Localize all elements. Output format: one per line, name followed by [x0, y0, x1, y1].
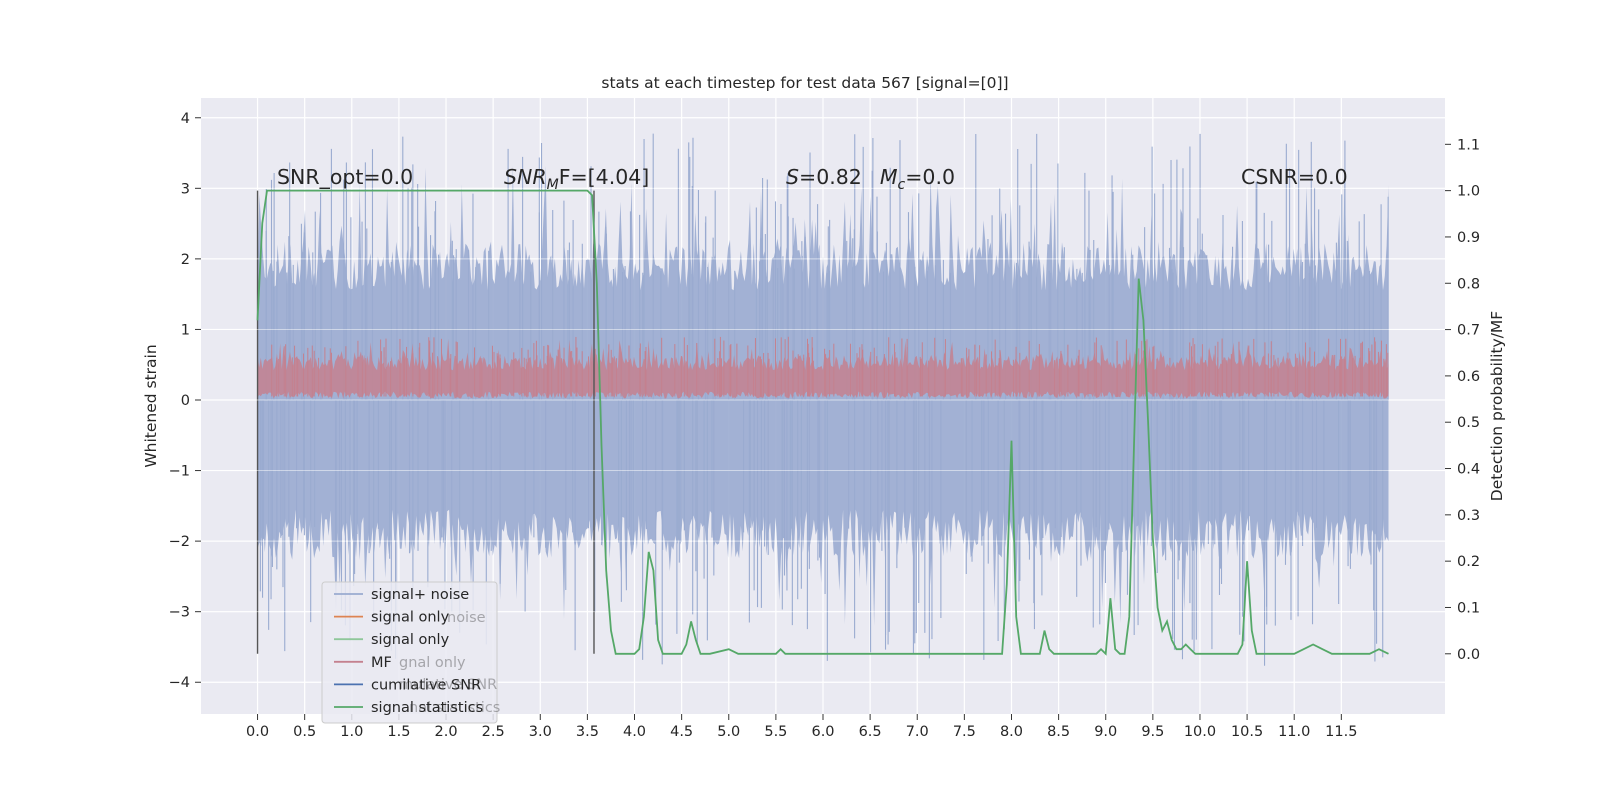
- annotation-s-mc: S=0.82 Mc=0.0: [786, 165, 955, 193]
- legend-label: MF: [371, 655, 392, 671]
- x-tick-label: 0.5: [293, 724, 316, 740]
- mf-spikes: [271, 336, 1389, 397]
- y-tick-label: −4: [169, 675, 190, 691]
- legend: noise gnal only mulative SNR nal statistics…: [321, 581, 500, 724]
- legend-label: signal only: [371, 610, 450, 626]
- x-tick-label: 11.0: [1278, 724, 1310, 740]
- y2-axis-label: Detection probability/MF: [1488, 311, 1506, 502]
- x-tick-label: 5.0: [717, 724, 740, 740]
- annotation-csnr: CSNR=0.0: [1241, 165, 1348, 189]
- y2-tick-label: 0.1: [1457, 600, 1480, 616]
- x-tick-label: 4.5: [670, 724, 693, 740]
- y2-tick-label: 1.0: [1457, 184, 1480, 200]
- x-tick-label: 8.0: [1000, 724, 1023, 740]
- mf-band: [257, 338, 1389, 399]
- x-axis: 0.0 0.5 1.0 1.5 2.0 2.5 3.0 3.5 4.0 4.5 5.0 5.5 6.0 6…: [246, 714, 1357, 740]
- legend-label: signal only: [371, 632, 450, 648]
- annotation-snr-mf: SNRMF=[4.04]: [504, 165, 649, 193]
- x-tick-label: 0.0: [246, 724, 269, 740]
- signal-statistics-line: [256, 189, 1389, 656]
- mc-value: =0.0: [905, 165, 955, 189]
- x-tick-label: 5.5: [764, 724, 787, 740]
- x-tick-label: 10.0: [1184, 724, 1216, 740]
- y-axis-label: Whitened strain: [142, 344, 160, 467]
- y2-tick-label: 0.4: [1457, 462, 1480, 478]
- y-tick-label: −2: [169, 534, 190, 550]
- x-tick-label: 1.0: [340, 724, 363, 740]
- annotation-snr-opt: SNR_opt=0.0: [277, 165, 413, 190]
- snr-mf-suffix: F=[4.04]: [559, 165, 650, 189]
- s-label: S: [786, 165, 799, 189]
- x-tick-label: 3.5: [576, 724, 599, 740]
- legend-ghost: noise: [447, 610, 486, 626]
- x-tick-label: 3.0: [529, 724, 552, 740]
- x-tick-label: 1.5: [387, 724, 410, 740]
- chart-title: stats at each timestep for test data 567…: [601, 74, 1008, 92]
- mc-subscript: c: [898, 177, 906, 193]
- y2-tick-label: 1.1: [1457, 137, 1480, 153]
- y-tick-label: −1: [169, 464, 190, 480]
- x-tick-label: 9.0: [1094, 724, 1117, 740]
- x-tick-label: 6.5: [859, 724, 882, 740]
- legend-label: signal+ noise: [371, 587, 469, 603]
- y-tick-label: −3: [169, 605, 190, 621]
- snr-mf-prefix: SNR: [504, 165, 547, 189]
- legend-label: signal statistics: [371, 700, 483, 716]
- x-tick-label: 6.0: [811, 724, 834, 740]
- x-tick-label: 9.5: [1141, 724, 1164, 740]
- x-tick-label: 11.5: [1325, 724, 1357, 740]
- y2-tick-label: 0.0: [1457, 647, 1480, 663]
- y-tick-label: 0: [181, 393, 190, 409]
- x-tick-label: 4.0: [623, 724, 646, 740]
- snr-mf-subscript: M: [547, 177, 559, 193]
- y2-tick-label: 0.5: [1457, 415, 1480, 431]
- y-axis-right: 0.0 0.1 0.2 0.3 0.4 0.5 0.6 0.7 0.8 0.9 1.0 1.1: [1445, 137, 1480, 663]
- mc-label: M: [880, 165, 898, 189]
- legend-ghost: mulative SNR: [399, 677, 497, 693]
- y2-tick-label: 0.8: [1457, 276, 1480, 292]
- vertical-markers: [256, 190, 595, 654]
- y-tick-label: 3: [181, 181, 190, 197]
- y-tick-label: 1: [181, 322, 190, 338]
- legend-ghost-text: noise gnal only mulative SNR nal statistics: [399, 610, 500, 716]
- y-axis-left: 4 3 2 1 0 −1 −2 −3 −4: [169, 111, 201, 691]
- x-tick-label: 8.5: [1047, 724, 1070, 740]
- legend-items: signal+ noise signal only signal only MF cum…: [334, 587, 483, 716]
- x-tick-label: 7.5: [953, 724, 976, 740]
- y2-tick-label: 0.7: [1457, 323, 1480, 339]
- s-value: =0.82: [799, 165, 862, 189]
- legend-ghost: gnal only: [399, 655, 466, 671]
- y2-tick-label: 0.6: [1457, 369, 1480, 385]
- y2-tick-label: 0.3: [1457, 508, 1480, 524]
- x-tick-label: 2.0: [434, 724, 457, 740]
- y-tick-label: 4: [181, 111, 190, 127]
- y2-tick-label: 0.9: [1457, 230, 1480, 246]
- x-tick-label: 7.0: [906, 724, 929, 740]
- y2-tick-label: 0.2: [1457, 554, 1480, 570]
- legend-box: [321, 581, 498, 724]
- annotations: SNR_opt=0.0 SNRMF=[4.04] S=0.82 Mc=0.0 CS…: [277, 165, 1348, 193]
- x-tick-label: 2.5: [482, 724, 505, 740]
- legend-label: cumilative SNR: [371, 677, 481, 693]
- legend-ghost: nal statistics: [409, 700, 500, 716]
- x-tick-label: 10.5: [1231, 724, 1263, 740]
- y-tick-label: 2: [181, 252, 190, 268]
